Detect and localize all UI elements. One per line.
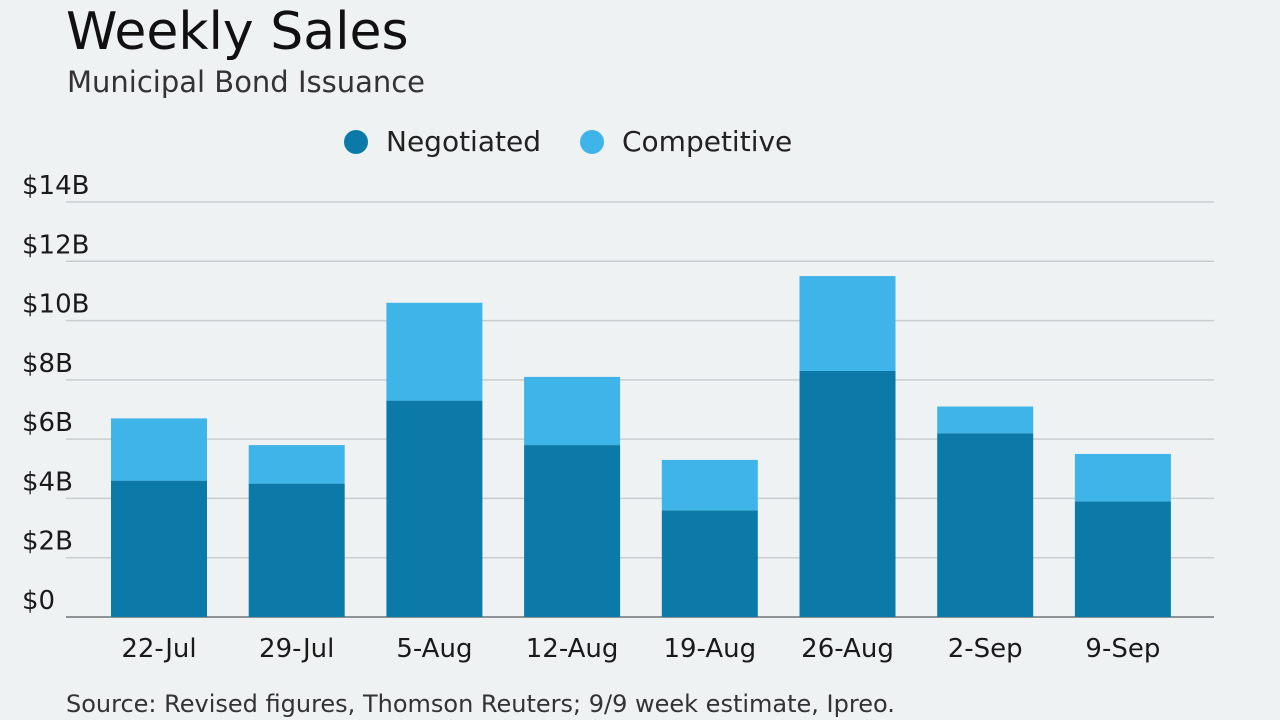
bar-negotiated-5: [799, 370, 896, 617]
bar-competitive-5: [799, 276, 896, 371]
bar-negotiated-6: [937, 433, 1034, 617]
x-tick-label: 26-Aug: [801, 634, 894, 664]
gridlines: [66, 201, 1214, 618]
legend-swatch-negotiated: [344, 130, 368, 154]
bars: [111, 276, 1171, 617]
bar-competitive-2: [386, 302, 483, 401]
source-note: Source: Revised figures, Thomson Reuters…: [66, 690, 895, 718]
x-tick-label: 19-Aug: [663, 634, 756, 664]
y-tick-label: $10B: [22, 290, 89, 320]
bar-competitive-6: [937, 406, 1034, 434]
y-tick-label: $2B: [22, 527, 73, 557]
bar-competitive-7: [1074, 453, 1171, 502]
bar-competitive-0: [111, 418, 207, 481]
legend-label-competitive: Competitive: [622, 125, 793, 158]
bar-competitive-3: [524, 376, 621, 446]
bar-negotiated-2: [386, 400, 483, 617]
x-tick-label: 5-Aug: [396, 634, 472, 664]
y-axis-labels: $0 $2B $4B $6B $8B $10B $12B $14B: [22, 171, 89, 616]
y-tick-label: $0: [22, 586, 55, 616]
x-tick-label: 12-Aug: [526, 634, 619, 664]
bar-competitive-4: [661, 459, 758, 511]
y-tick-label: $14B: [22, 171, 89, 201]
chart-title: Weekly Sales: [66, 2, 409, 62]
bar-competitive-1: [248, 445, 345, 484]
x-tick-label: 2-Sep: [948, 634, 1023, 664]
y-tick-label: $12B: [22, 230, 89, 260]
legend-label-negotiated: Negotiated: [386, 125, 541, 158]
x-axis-labels: 22-Jul 29-Jul 5-Aug 12-Aug 19-Aug 26-Aug 2-Sep…: [121, 634, 1160, 664]
bar-negotiated-7: [1074, 501, 1171, 617]
bar-negotiated-4: [661, 510, 758, 617]
x-tick-label: 29-Jul: [259, 634, 334, 664]
chart-subtitle: Municipal Bond Issuance: [67, 65, 426, 99]
legend-item-negotiated: Negotiated: [344, 124, 541, 160]
y-tick-label: $8B: [22, 349, 73, 379]
legend-swatch-competitive: [580, 130, 604, 154]
x-tick-label: 22-Jul: [121, 634, 196, 664]
legend-item-competitive: Competitive: [580, 124, 792, 160]
y-tick-label: $4B: [22, 467, 73, 497]
bar-negotiated-3: [524, 445, 621, 617]
bar-negotiated-0: [111, 480, 207, 617]
bar-chart: $0 $2B $4B $6B $8B $10B $12B $14B 22-Jul 29-Jul 5…: [22, 171, 1214, 664]
x-tick-label: 9-Sep: [1085, 634, 1160, 664]
y-tick-label: $6B: [22, 408, 73, 438]
chart-legend: Negotiated Competitive: [0, 124, 1280, 160]
bar-negotiated-1: [248, 483, 345, 617]
